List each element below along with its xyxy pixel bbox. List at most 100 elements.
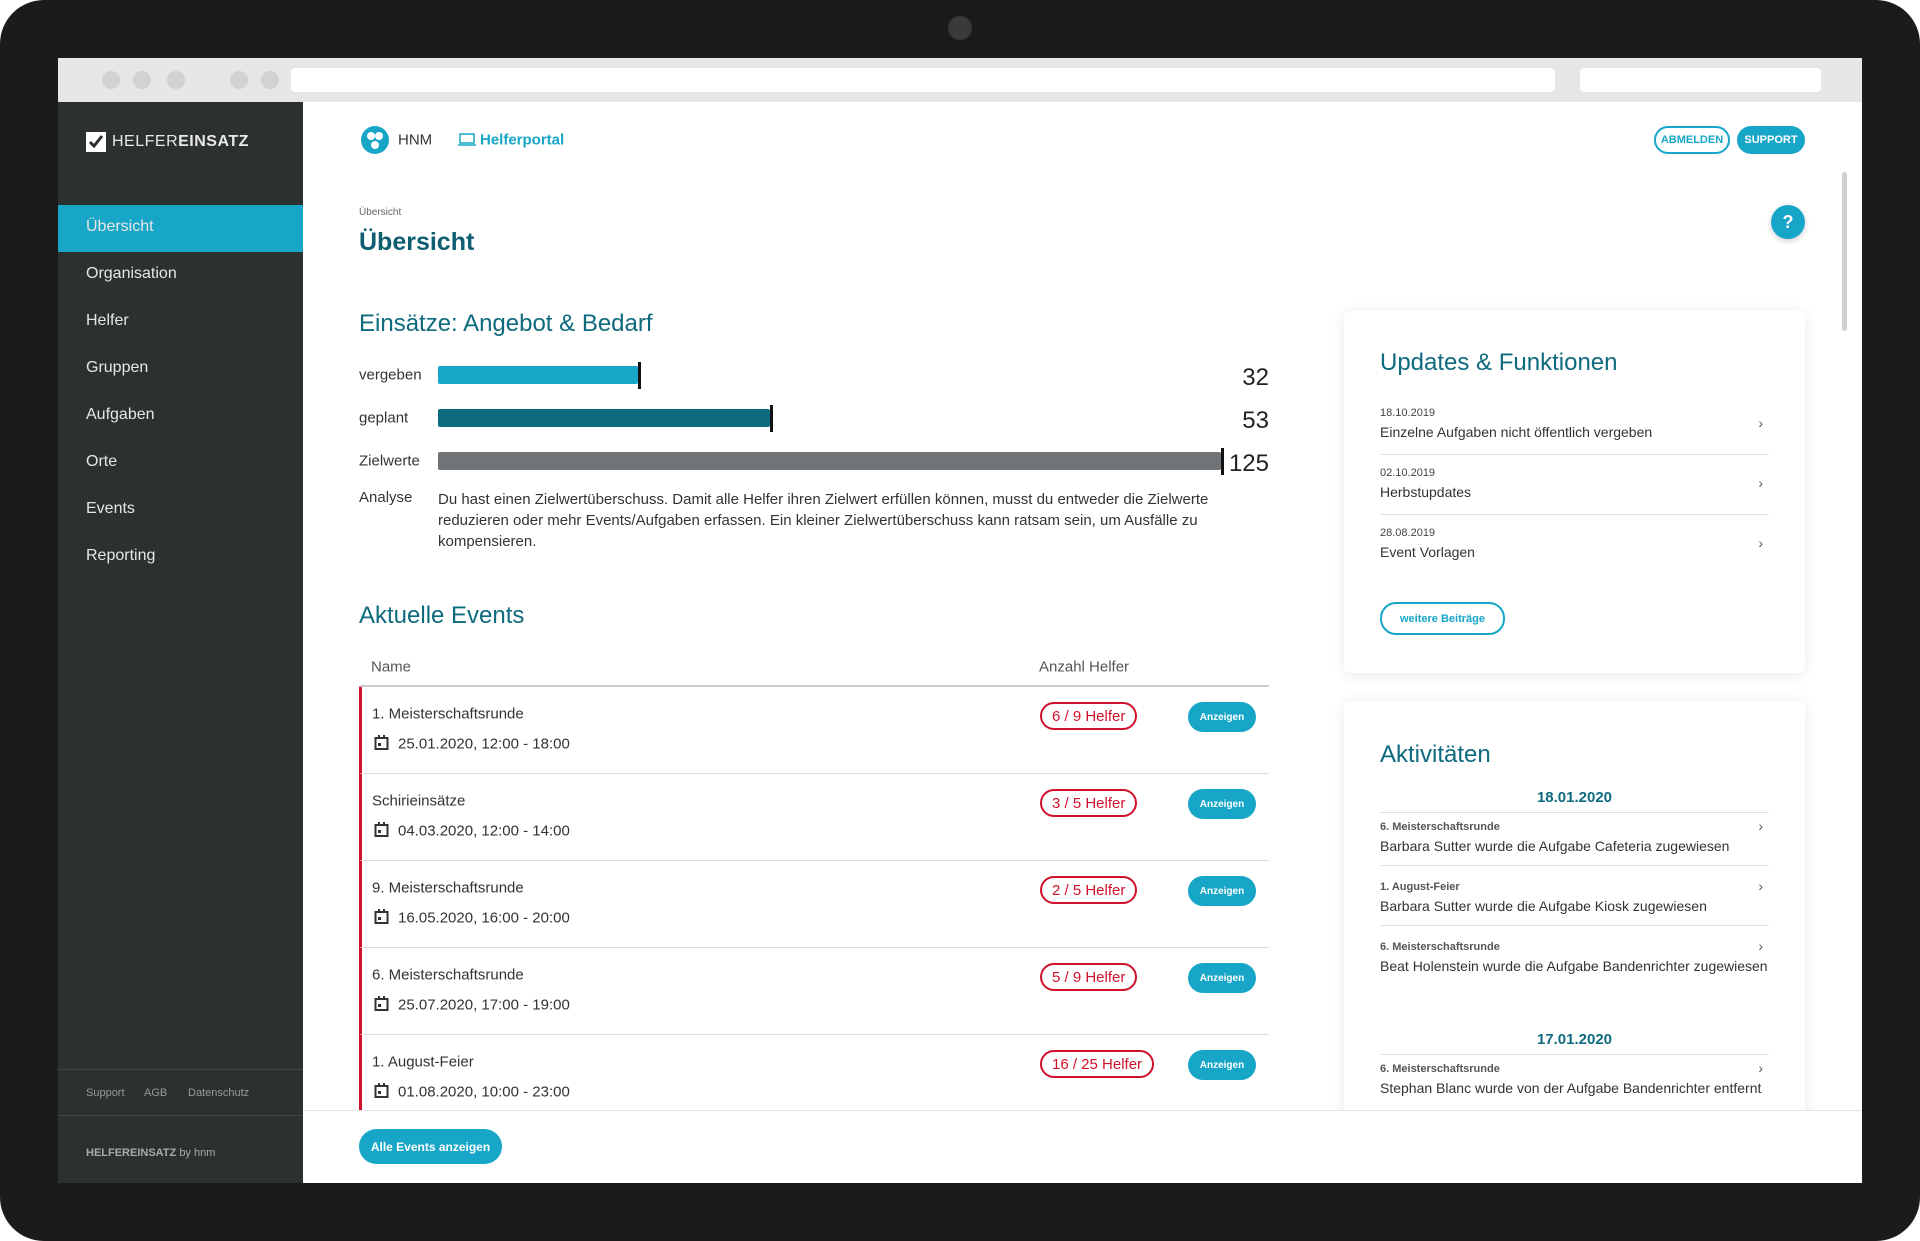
logout-button[interactable]: ABMELDEN — [1654, 126, 1730, 154]
helper-badge: 2 / 5 Helfer — [1040, 876, 1138, 904]
window-minimize[interactable] — [133, 71, 151, 89]
calendar-icon — [374, 735, 389, 750]
table-header-line — [359, 685, 1269, 687]
show-button[interactable]: Anzeigen — [1188, 876, 1256, 906]
separator — [1380, 454, 1769, 455]
separator — [1380, 865, 1769, 866]
bar — [438, 452, 1221, 470]
activity-text[interactable]: Barbara Sutter wurde die Aufgabe Cafeter… — [1380, 838, 1730, 854]
logo: HELFEREINSATZ — [112, 133, 249, 151]
event-date: 01.08.2020, 10:00 - 23:00 — [398, 1083, 570, 1101]
active-highlight — [58, 205, 303, 252]
footer-link[interactable]: Datenschutz — [188, 1087, 250, 1099]
help-button[interactable]: ? — [1771, 205, 1805, 239]
chevron: › — [1758, 535, 1763, 551]
bar-label: vergeben — [359, 366, 422, 384]
menu-item[interactable]: Helfer — [86, 312, 129, 329]
menu-item[interactable]: Reporting — [86, 547, 156, 564]
activity-text[interactable]: Barbara Sutter wurde die Aufgabe Kiosk z… — [1380, 898, 1707, 914]
portal-icon — [458, 133, 476, 146]
org-name[interactable]: HNM — [398, 131, 433, 149]
logo-bold: EINSATZ — [178, 133, 249, 150]
show-button[interactable]: Anzeigen — [1188, 963, 1256, 993]
menu-item[interactable]: Übersicht — [86, 218, 154, 235]
menu-item[interactable]: Events — [86, 500, 135, 517]
activity-event[interactable]: 6. Meisterschaftsrunde — [1380, 821, 1500, 833]
activity-text[interactable]: Stephan Blanc wurde von der Aufgabe Band… — [1380, 1080, 1762, 1096]
update-date[interactable]: 02.10.2019 — [1380, 467, 1436, 479]
update-date[interactable]: 28.08.2019 — [1380, 527, 1436, 539]
event-row[interactable]: 1. August-Feier 01.08.2020, 10:00 - 23:00… — [359, 1035, 1269, 1110]
calendar — [374, 996, 389, 1016]
window-maximize[interactable] — [167, 71, 185, 89]
credit: HELFEREINSATZ by hnm — [86, 1147, 215, 1159]
support-button[interactable]: SUPPORT — [1737, 126, 1805, 154]
page-title: Übersicht — [359, 228, 475, 256]
all-events-button[interactable]: Alle Events anzeigen — [359, 1129, 502, 1164]
bar-marker — [769, 405, 773, 432]
separator — [1380, 925, 1769, 926]
show-button[interactable]: Anzeigen — [1188, 789, 1256, 819]
window-close[interactable] — [102, 71, 120, 89]
bar-label: Zielwerte — [359, 452, 420, 470]
back-button[interactable] — [230, 71, 248, 89]
activity-date: 17.01.2020 — [1380, 1031, 1769, 1055]
menu-item[interactable]: Aufgaben — [86, 406, 155, 423]
org-icon — [361, 126, 389, 154]
activity-event[interactable]: 1. August-Feier — [1380, 881, 1460, 893]
logo-icon — [86, 132, 106, 152]
show-button[interactable]: Anzeigen — [1188, 702, 1256, 732]
update-date[interactable]: 18.10.2019 — [1380, 407, 1436, 419]
show-button[interactable]: Anzeigen — [1188, 1050, 1256, 1080]
footer-link[interactable]: Support — [86, 1087, 125, 1099]
screen: HELFEREINSATZ Übersicht Organisation Helfe… — [58, 58, 1862, 1183]
helper-badge: 16 / 25 Helfer — [1040, 1050, 1155, 1078]
footer-link[interactable]: AGB — [144, 1087, 168, 1099]
bar-value: 53 — [1242, 407, 1269, 434]
calendar-icon — [374, 909, 389, 924]
chevron: › — [1758, 938, 1763, 954]
calendar — [374, 909, 389, 929]
sidebar: HELFEREINSATZ Übersicht Organisation Helfe… — [58, 102, 303, 1183]
separator — [1380, 514, 1769, 515]
event-row[interactable]: 9. Meisterschaftsrunde 16.05.2020, 16:00 … — [359, 861, 1269, 948]
footer-bar: Alle Events anzeigen — [303, 1110, 1862, 1183]
activity-event[interactable]: 6. Meisterschaftsrunde — [1380, 1063, 1500, 1075]
scrollbar[interactable] — [1842, 172, 1847, 331]
card-title: Aktivitäten — [1380, 741, 1491, 768]
event-row[interactable]: 6. Meisterschaftsrunde 25.07.2020, 17:00 … — [359, 948, 1269, 1035]
portal-link[interactable]: Helferportal — [480, 131, 565, 149]
activity-text[interactable]: Beat Holenstein wurde die Aufgabe Banden… — [1380, 958, 1768, 974]
section-title: Aktuelle Events — [359, 602, 525, 629]
update-text[interactable]: Herbstupdates — [1380, 484, 1472, 500]
analysis-label: Analyse — [359, 489, 413, 506]
event-name: Schirieinsätze — [372, 792, 466, 810]
update-text[interactable]: Event Vorlagen — [1380, 544, 1475, 560]
menu-item[interactable]: Organisation — [86, 265, 177, 282]
breadcrumb[interactable]: Übersicht — [359, 207, 402, 218]
credit-text: by hnm — [179, 1147, 216, 1159]
activity-event[interactable]: 6. Meisterschaftsrunde — [1380, 941, 1500, 953]
forward-button[interactable] — [261, 71, 279, 89]
browser-chrome — [58, 58, 1862, 102]
url-bar[interactable] — [291, 68, 1555, 92]
updates-card: Updates & Funktionen 18.10.2019 Einzelne … — [1344, 311, 1805, 673]
event-row[interactable]: Schirieinsätze 04.03.2020, 12:00 - 14:00 3… — [359, 774, 1269, 861]
activity-date: 18.01.2020 — [1380, 789, 1769, 813]
bar-marker — [638, 362, 642, 389]
chevron: › — [1758, 415, 1763, 431]
event-date: 16.05.2020, 16:00 - 20:00 — [398, 909, 570, 927]
more-button[interactable]: weitere Beiträge — [1380, 602, 1505, 635]
calendar-icon — [374, 996, 389, 1011]
event-row[interactable]: 1. Meisterschaftsrunde 25.01.2020, 12:00 … — [359, 687, 1269, 774]
update-text[interactable]: Einzelne Aufgaben nicht öffentlich verge… — [1380, 424, 1653, 440]
menu-item[interactable]: Orte — [86, 453, 118, 470]
bar-value: 125 — [1228, 450, 1269, 477]
event-date: 25.01.2020, 12:00 - 18:00 — [398, 735, 570, 753]
divider — [58, 1115, 303, 1116]
search-bar[interactable] — [1580, 68, 1821, 92]
menu-item[interactable]: Gruppen — [86, 359, 149, 376]
chevron: › — [1758, 878, 1763, 894]
calendar-icon — [374, 1083, 389, 1098]
helper-badge: 5 / 9 Helfer — [1040, 963, 1138, 991]
